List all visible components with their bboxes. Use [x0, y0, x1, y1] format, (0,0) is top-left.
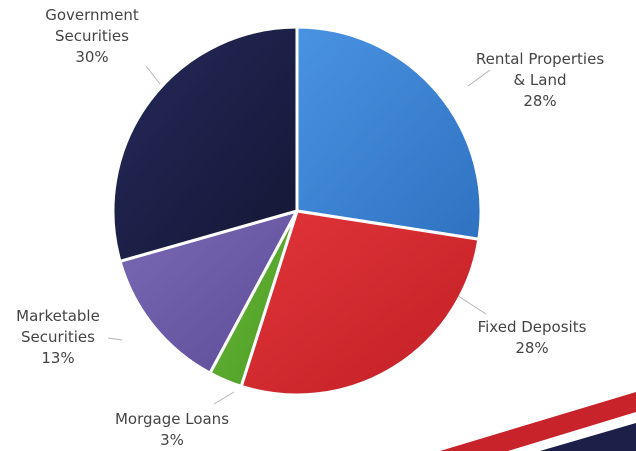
- slice-name: Fixed Deposits: [478, 318, 587, 336]
- pie-slice-marketable-securities: [118, 209, 299, 375]
- slice-label: Morgage Loans 3%: [115, 410, 229, 449]
- leader-line: [457, 295, 487, 315]
- slice-name: Rental Properties: [476, 50, 604, 68]
- slice-percent: 3%: [160, 431, 184, 449]
- slice-name: Marketable: [16, 307, 100, 325]
- slice-percent: 28%: [523, 92, 556, 110]
- slice-name: Securities: [21, 328, 95, 346]
- leader-line: [467, 69, 491, 87]
- slice-name: Securities: [55, 27, 129, 45]
- slice-label: Government Securities 30%: [45, 6, 139, 66]
- slice-percent: 13%: [41, 349, 74, 367]
- slice-percent: 30%: [75, 48, 108, 66]
- decor-stripe-navy: [540, 423, 636, 451]
- pie-slice-government-securities: [111, 25, 299, 263]
- pie-slice-fixed-deposits: [239, 209, 481, 397]
- leader-line: [145, 65, 161, 85]
- slice-name: Government: [45, 6, 139, 24]
- leader-line: [213, 391, 235, 405]
- slice-percent: 28%: [515, 339, 548, 357]
- pie-slice-rental-properties-land: [295, 25, 483, 241]
- slice-name: Morgage Loans: [115, 410, 229, 428]
- leader-line: [107, 337, 123, 341]
- slice-label: Marketable Securities 13%: [16, 307, 100, 367]
- slice-label: Fixed Deposits 28%: [478, 318, 587, 357]
- decor-stripe-red: [440, 392, 636, 451]
- slice-name: & Land: [513, 71, 566, 89]
- slice-label: Rental Properties & Land 28%: [476, 50, 604, 110]
